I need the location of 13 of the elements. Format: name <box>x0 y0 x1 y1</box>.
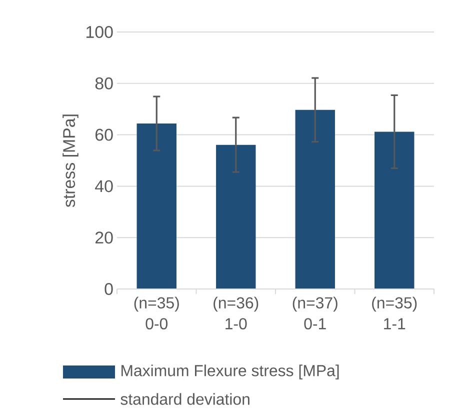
y-tick-label: 0 <box>104 283 113 295</box>
y-axis-title: stress [MPa] <box>62 114 78 208</box>
text: standard deviation <box>120 393 250 405</box>
y-tick-label: 20 <box>96 232 113 244</box>
x-tick-label: (n=37) 0-1 <box>292 296 338 330</box>
x-tick-label: (n=35) 0-0 <box>134 296 179 330</box>
y-tick-label: 80 <box>95 77 113 90</box>
x-tick-label: (n=35) 1-1 <box>372 296 417 330</box>
y-tick-label: 100 <box>86 26 113 38</box>
y-tick-label: 40 <box>95 180 113 192</box>
x-tick-label: (n=36) 1-0 <box>214 296 258 330</box>
y-tick-label: 60 <box>96 128 113 141</box>
legend-label: Maximum Flexure stress [MPa] <box>122 364 339 380</box>
